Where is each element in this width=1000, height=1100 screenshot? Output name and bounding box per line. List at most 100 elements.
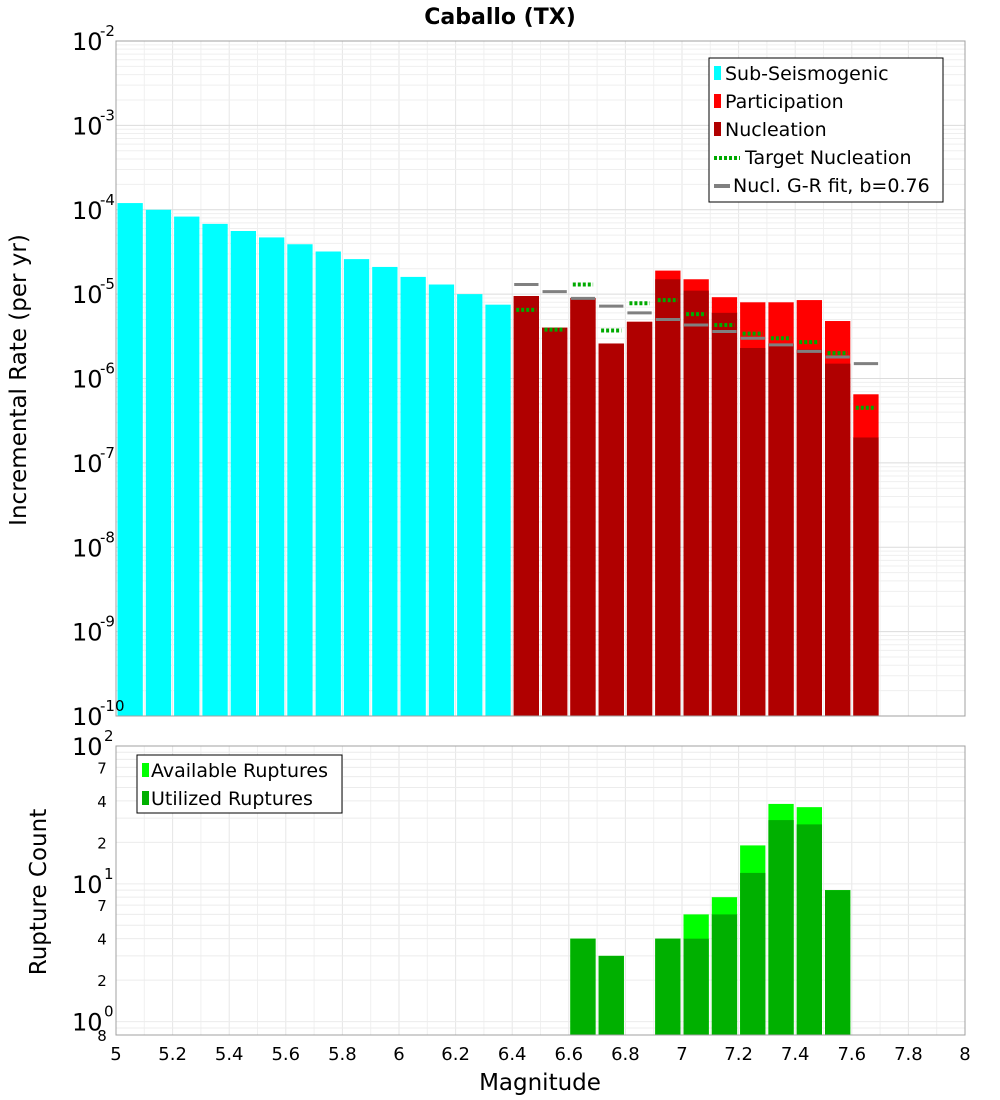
- rate-y-tick-base: 10: [72, 28, 103, 56]
- nucleation-bar: [683, 290, 709, 716]
- nucleation-bar: [542, 327, 568, 716]
- sub-seismogenic-bar: [117, 203, 143, 716]
- legend-label-utilized-ruptures: Utilized Ruptures: [151, 788, 313, 810]
- count-y-tick-exp: 1: [104, 865, 114, 883]
- sub-seismogenic-bar: [174, 216, 200, 716]
- sub-seismogenic-bar: [457, 294, 483, 716]
- sub-seismogenic-bar: [428, 284, 455, 716]
- legend-swatch-available-ruptures: [142, 763, 149, 777]
- x-tick-label: 5.4: [215, 1044, 244, 1065]
- x-tick-label: 7.6: [837, 1044, 866, 1065]
- rate-y-tick-base: 10: [72, 281, 103, 309]
- x-tick-label: 5.8: [328, 1044, 357, 1065]
- utilized-ruptures-bar: [598, 955, 624, 1035]
- legend-swatch-sub-seismogenic: [714, 66, 721, 80]
- count-y-tick-base: 10: [72, 871, 103, 899]
- rate-y-tick-exp: -5: [100, 275, 115, 293]
- rate-y-tick: 10-9: [72, 613, 115, 647]
- utilized-ruptures-bar: [796, 824, 822, 1035]
- count-y-tick-exp: 0: [104, 1003, 114, 1021]
- chart-title: Caballo (TX): [424, 5, 576, 30]
- count-legend-box: [136, 754, 343, 814]
- x-axis-label: Magnitude: [479, 1070, 601, 1096]
- legend-label-available-ruptures: Available Ruptures: [151, 760, 328, 782]
- x-tick-label: 5.2: [158, 1044, 187, 1065]
- count-y-tick: 10 0: [72, 1003, 114, 1037]
- utilized-ruptures-bar: [825, 890, 851, 1035]
- count-plot-frame: [115, 745, 966, 1036]
- rate-y-tick-base: 10: [72, 703, 103, 731]
- rate-y-tick-exp: -10: [100, 697, 125, 715]
- count-y-tick-exp: 2: [104, 727, 114, 745]
- nucleation-bar: [513, 296, 539, 716]
- nucleation-bar: [626, 321, 653, 716]
- nucleation-bar: [740, 347, 766, 716]
- rate-y-tick-exp: -7: [100, 444, 115, 462]
- x-tick-label: 7.2: [724, 1044, 753, 1065]
- rate-y-tick: 10-6: [72, 360, 115, 394]
- count-y-minor-tick: 8: [97, 1027, 107, 1045]
- nucleation-bar: [711, 312, 738, 716]
- rate-y-tick: 10-3: [72, 106, 115, 140]
- utilized-ruptures-bar: [768, 820, 794, 1035]
- x-tick-label: 6.2: [441, 1044, 470, 1065]
- count-legend: Available Ruptures Utilized Ruptures: [136, 754, 343, 814]
- rate-y-tick-exp: -4: [100, 191, 115, 209]
- nucleation-bar: [655, 279, 681, 716]
- legend-label-nucleation: Nucleation: [725, 119, 827, 141]
- count-y-tick-base: 10: [72, 1009, 103, 1037]
- utilized-ruptures-bar: [683, 938, 709, 1035]
- rate-y-tick: 10-2: [72, 22, 115, 56]
- rate-y-tick: 10-7: [72, 444, 115, 478]
- sub-seismogenic-bar: [343, 259, 370, 716]
- utilized-ruptures-bar: [740, 872, 766, 1035]
- sub-seismogenic-bar: [372, 266, 398, 716]
- rate-y-tick-base: 10: [72, 619, 103, 647]
- count-y-minor-tick: 4: [97, 793, 107, 811]
- rate-y-tick: 10-4: [72, 191, 115, 225]
- count-y-minor-tick: 2: [97, 834, 107, 852]
- sub-seismogenic-bar: [287, 244, 313, 717]
- x-tick-label: 7.8: [894, 1044, 923, 1065]
- x-tick-label: 7: [676, 1044, 687, 1065]
- nucleation-bar: [598, 343, 624, 716]
- nucleation-bar: [570, 297, 596, 716]
- nucleation-bar: [825, 363, 851, 716]
- sub-seismogenic-bar: [202, 223, 228, 716]
- x-tick-label: 6: [393, 1044, 404, 1065]
- x-tick-label: 5: [110, 1044, 121, 1065]
- rate-legend-box: [708, 57, 944, 203]
- legend-swatch-utilized-ruptures: [142, 791, 149, 805]
- x-tick-label: 5.6: [271, 1044, 300, 1065]
- x-tick-label: 6.6: [554, 1044, 583, 1065]
- count-y-minor-tick: 7: [97, 759, 107, 777]
- count-y-minor-tick: 2: [97, 972, 107, 990]
- sub-seismogenic-bar: [485, 304, 511, 716]
- utilized-ruptures-bar: [570, 938, 596, 1035]
- count-y-axis-label: Rupture Count: [26, 809, 52, 975]
- legend-label-gr-fit: Nucl. G-R fit, b=0.76: [733, 175, 930, 197]
- rate-plot-frame: [115, 40, 966, 717]
- sub-seismogenic-bar: [400, 276, 426, 716]
- count-y-tick: 10 1: [72, 865, 114, 899]
- rate-y-tick-base: 10: [72, 534, 103, 562]
- count-y-tick: 10 2: [72, 727, 114, 761]
- utilized-ruptures-bar: [711, 914, 738, 1035]
- nucleation-bar: [796, 349, 822, 716]
- rate-y-tick: 10-8: [72, 528, 115, 562]
- count-y-tick-base: 10: [72, 733, 103, 761]
- nucleation-bar: [768, 343, 794, 716]
- rate-line-marks: [514, 282, 879, 410]
- x-tick-label: 6.8: [611, 1044, 640, 1065]
- legend-swatch-participation: [714, 94, 721, 108]
- rate-y-tick-exp: -3: [100, 106, 115, 124]
- rate-y-tick-exp: -8: [100, 528, 115, 546]
- x-tick-label: 8: [959, 1044, 970, 1065]
- count-y-minor-tick: 4: [97, 931, 107, 949]
- sub-seismogenic-bar: [145, 209, 172, 716]
